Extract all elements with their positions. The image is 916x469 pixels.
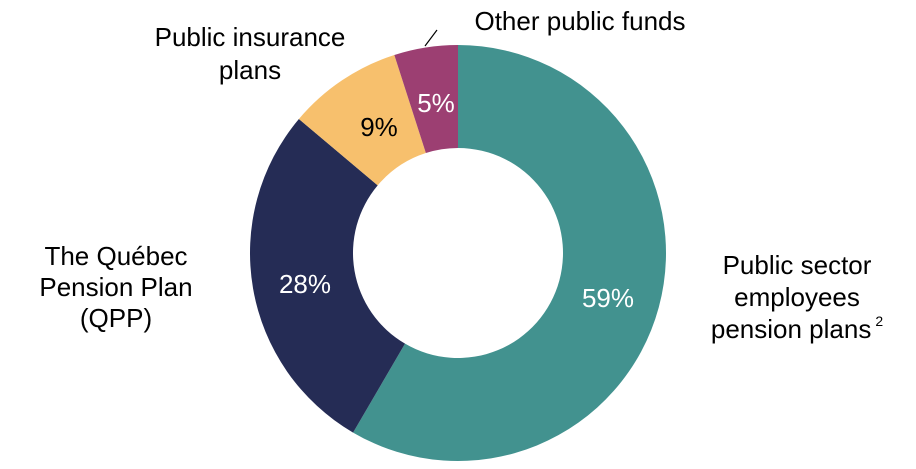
category-label-public-insurance-plans: Public insurance plans <box>155 22 346 85</box>
footnote-marker: 2 <box>875 313 883 329</box>
value-label-public-sector-employees-pension-plans: 59% <box>582 283 634 313</box>
slice-public-sector-employees-pension-plans <box>353 45 666 461</box>
value-label-other-public-funds: 5% <box>417 88 455 118</box>
category-label-the-qu-bec-pension-plan-qpp: The Québec Pension Plan (QPP) <box>39 241 192 333</box>
value-label-the-qu-bec-pension-plan-qpp: 28% <box>279 269 331 299</box>
slice-the-qu-bec-pension-plan-qpp <box>250 119 406 433</box>
slice-public-insurance-plans <box>298 54 426 186</box>
slice-category-labels: Public sector employees pension plans 2 The … <box>39 6 883 344</box>
donut-slices <box>250 45 666 461</box>
category-label-other-public-funds: Other public funds <box>474 6 685 36</box>
slice-value-labels: 59% 28% 9% 5% <box>279 88 634 313</box>
value-label-public-insurance-plans: 9% <box>360 112 398 142</box>
slice-other-public-funds <box>394 45 458 154</box>
category-label-public-sector-employees-pension-plans: Public sector employees pension plans 2 <box>711 250 883 344</box>
leader-line-other-public-funds <box>424 29 438 47</box>
